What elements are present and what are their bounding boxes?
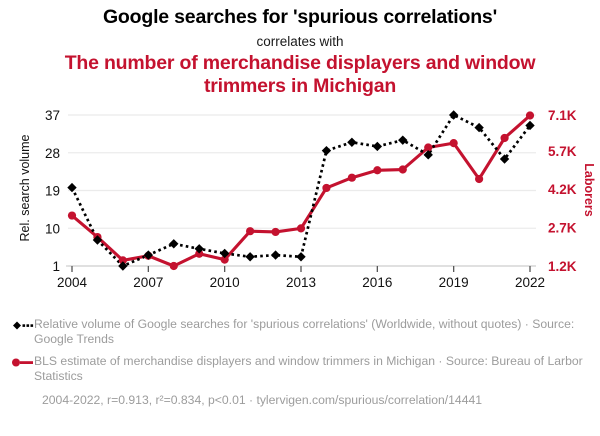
searches-data-point [245,252,255,262]
searches-data-point [499,154,510,165]
searches-data-point [372,142,383,152]
laborers-data-point [118,256,127,265]
laborers-data-point [195,250,204,259]
laborers-data-point [169,262,178,271]
laborers-data-point [246,227,255,236]
x-axis-tick-label: 2022 [515,275,545,290]
laborers-data-point [398,165,407,175]
right-axis-tick-label: 4.2K [548,183,577,198]
correlates-with-label: correlates with [256,33,344,49]
searches-data-point [270,250,281,261]
searches-data-point [398,135,408,146]
x-axis-tick-label: 2007 [133,275,163,290]
legend-label-searches: Relative volume of Google searches for '… [34,317,575,347]
laborers-data-point [525,111,535,121]
page-title: Google searches for 'spurious correlatio… [102,6,498,28]
left-axis-tick-label: 28 [45,146,60,161]
correlation-line-chart: 2004 2007 2010 2013 2016 2019 2022 1 10 19 28 37 1.2… [45,108,577,290]
left-axis-tick-label: 10 [45,222,60,237]
laborers-data-point [271,228,280,237]
right-axis-tick-label: 2.7K [548,221,577,236]
legend-entry-searches: Relative volume of Google searches for '… [8,317,600,347]
searches-data-point [321,146,332,156]
laborers-data-point [424,143,433,153]
x-axis-tick-label: 2013 [286,275,316,290]
searches-data-point [525,121,535,131]
chart-area: Rel. search volume Laborers 2004 2007 2010… [0,103,600,303]
searches-data-point [194,244,204,254]
legend-label-laborers: BLS estimate of merchandise displayers a… [34,354,583,384]
x-axis-tick-label: 2016 [362,275,392,290]
searches-data-point [169,239,179,249]
legend-footer-stats: 2004-2022, r=0.913, r²=0.834, p<0.01 · t… [42,392,483,407]
searches-data-point [67,183,77,193]
left-axis-tick-label: 1 [52,259,60,274]
page-subtitle: The number of merchandise displayers and… [64,51,536,97]
laborers-data-point [500,134,509,143]
searches-data-point [219,249,230,259]
laborers-data-point [220,255,229,265]
laborers-data-point [322,184,331,193]
searches-data-point [296,252,306,262]
chart-title-block: Google searches for 'spurious correlatio… [0,0,600,97]
searches-data-point [448,110,459,121]
left-axis-tick-label: 37 [45,108,60,123]
searches-data-point [347,138,357,148]
right-axis-tick-label: 1.2K [548,259,577,274]
laborers-data-point [347,174,356,183]
right-axis-tick-label: 7.1K [548,108,577,123]
right-axis-tick-label: 5.7K [548,144,577,159]
x-axis-tick-label: 2019 [439,275,469,290]
left-axis-title: Rel. search volume [18,134,32,242]
searches-data-point [423,150,433,160]
laborers-data-point [449,139,458,148]
left-axis-tick-label: 19 [45,184,60,199]
x-axis-tick-label: 2004 [57,275,88,290]
chart-legend: Relative volume of Google searches for '… [0,317,600,407]
laborers-data-point [373,166,382,175]
x-axis-tick-label: 2010 [210,275,240,290]
laborers-data-point [296,224,306,233]
legend-entry-laborers: BLS estimate of merchandise displayers a… [8,354,600,384]
laborers-data-point [475,175,484,184]
searches-data-point [143,250,154,261]
searches-data-point [92,235,103,246]
laborers-data-point [67,211,77,221]
searches-data-point [118,261,128,272]
searches-data-point [474,123,484,133]
black-dotted-diamond-marker-icon [8,318,34,333]
right-axis-title: Laborers [582,163,596,218]
red-solid-circle-marker-icon [8,355,34,370]
